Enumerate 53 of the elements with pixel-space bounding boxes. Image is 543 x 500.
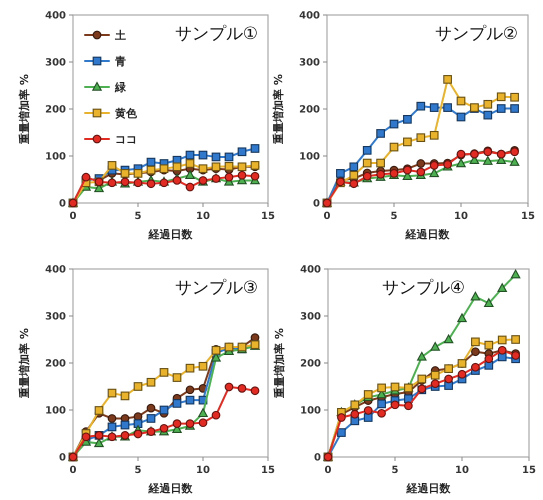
y-tick-label: 200 [45, 358, 66, 370]
x-tick-label: 10 [196, 465, 210, 476]
text: サンプル② [434, 24, 518, 44]
y-tick-label: 400 [45, 10, 66, 22]
legend-label: ココ [115, 133, 137, 146]
x-tick-label: 15 [521, 211, 535, 222]
y-tick-label: 0 [59, 452, 66, 464]
y-axis-title: 重量増加率 % [273, 328, 286, 399]
text: サンプル① [174, 24, 258, 44]
y-tick-label: 300 [299, 58, 320, 68]
legend-label: 青 [114, 55, 126, 68]
x-axis-title: 経過日数 [148, 228, 194, 241]
y-tick-label: 300 [45, 58, 66, 68]
x-axis-title: 経過日数 [404, 228, 450, 241]
x-tick-label: 0 [70, 465, 77, 476]
y-axis-title: 重量増加率 % [272, 74, 285, 145]
x-tick-label: 0 [70, 211, 77, 222]
y-tick-label: 400 [45, 264, 66, 276]
legend-label: 土 [114, 29, 126, 42]
y-tick-label: 100 [300, 406, 322, 416]
x-axis-title: 経過日数 [406, 482, 452, 495]
y-tick-label: 100 [299, 152, 320, 162]
x-tick-label: 0 [324, 211, 331, 222]
x-tick-label: 10 [196, 211, 210, 222]
x-tick-label: 5 [134, 211, 142, 222]
y-tick-label: 0 [59, 198, 66, 210]
x-tick-label: 15 [522, 465, 536, 476]
x-tick-label: 5 [392, 465, 399, 476]
x-tick-label: 0 [324, 465, 332, 476]
y-tick-label: 200 [300, 358, 322, 370]
y-axis-title: 重量増加率 % [18, 74, 31, 145]
x-tick-label: 5 [134, 465, 142, 476]
x-axis-title: 経過日数 [148, 482, 194, 495]
y-tick-label: 0 [314, 452, 322, 464]
x-tick-label: 5 [390, 211, 398, 222]
y-tick-label: 100 [45, 152, 66, 162]
y-tick-label: 0 [313, 198, 320, 210]
x-tick-label: 10 [455, 465, 469, 476]
legend-label: 緑 [114, 81, 127, 94]
y-tick-label: 300 [45, 312, 66, 322]
y-axis-title: 重量増加率 % [18, 328, 31, 399]
text: サンプル③ [174, 278, 258, 298]
y-tick-label: 200 [299, 104, 320, 116]
text: サンプル④ [382, 278, 465, 298]
y-tick-label: 400 [300, 264, 322, 276]
y-tick-label: 400 [299, 10, 320, 22]
legend-label: 黄色 [114, 107, 138, 120]
y-tick-label: 200 [45, 104, 66, 116]
y-tick-label: 300 [300, 312, 322, 322]
y-tick-label: 100 [45, 406, 66, 416]
x-tick-label: 15 [261, 465, 275, 476]
x-tick-label: 15 [261, 211, 275, 222]
x-tick-label: 10 [454, 211, 468, 222]
